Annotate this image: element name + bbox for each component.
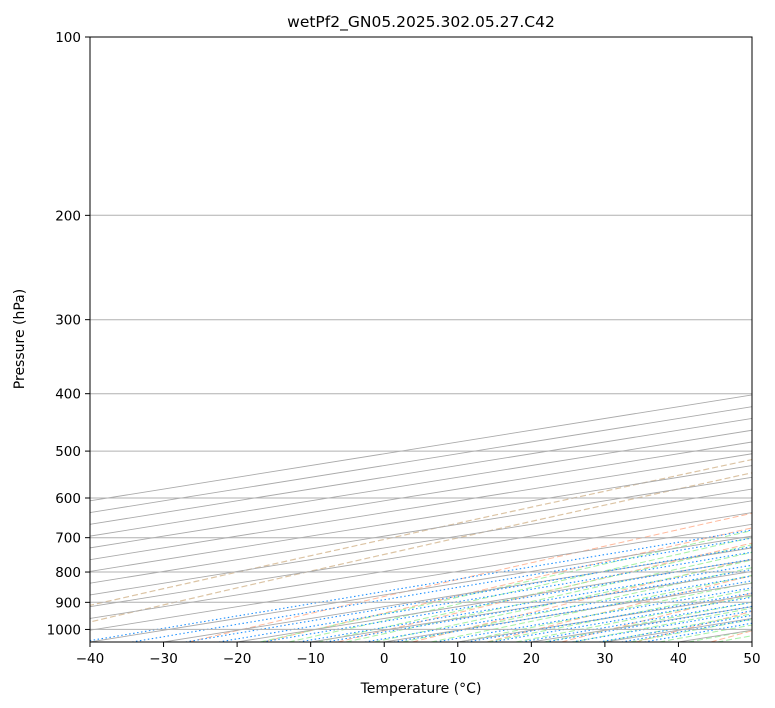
isotherm [90,476,752,584]
dry-adiabat [710,630,752,642]
moist-adiabat [374,559,752,642]
isotherm [90,441,752,549]
isotherm [90,453,752,561]
moist-adiabat [402,567,752,642]
y-tick-label: 500 [55,444,81,460]
y-tick-label: 700 [55,531,81,547]
theta-line [90,472,752,623]
x-tick-label: −40 [76,651,105,667]
x-tick-label: −30 [149,651,178,667]
x-tick-label: 10 [449,651,466,667]
x-tick-label: 20 [523,651,540,667]
isotherm [163,547,752,642]
dry-adiabat [486,575,752,642]
isotherm [90,535,752,642]
x-tick-label: 50 [743,651,760,667]
isotherm [90,488,752,596]
moist-adiabat [430,574,752,642]
plot-frame [89,36,753,643]
axes: −40 −30 −20 −10 0 10 20 30 40 50 100 200 300 400 500 60… [47,30,761,667]
isotherm [90,500,752,608]
moist-adiabat [259,530,752,642]
mixing-ratio-line [218,551,752,642]
mixing-ratio-line [131,537,752,642]
isotherm [90,523,752,631]
x-tick-label: −20 [223,651,252,667]
x-tick-label: 40 [670,651,687,667]
pressure-gridlines [90,37,752,630]
x-tick-label: −10 [296,651,325,667]
isotherm [237,559,752,642]
mixing-ratio-line [325,569,752,642]
y-tick-label: 200 [55,208,81,224]
isotherm [531,606,752,642]
moist-adiabat [345,551,752,642]
x-tick-label: 30 [596,651,613,667]
series-layer [754,37,775,552]
mixing-ratio-line [298,564,752,642]
dry-adiabat [263,527,752,642]
moist-adiabat [630,618,752,642]
mixing-ratio-line [466,592,752,642]
x-axis-label: Temperature (°C) [360,681,482,697]
isotherm [90,512,752,619]
y-tick-label: 1000 [47,622,81,638]
y-tick-label: 400 [55,387,81,403]
moist-adiabat [317,544,752,642]
y-axis-label: Pressure (hPa) [12,289,28,389]
y-tick-label: 100 [55,30,81,46]
moist-adiabat [544,601,752,642]
y-tick-label: 900 [55,595,81,611]
y-tick-label: 300 [55,313,81,329]
chart-title: wetPf2_GN05.2025.302.05.27.C42 [287,13,555,32]
y-tick-label: 800 [55,565,81,581]
isotherm [310,570,752,642]
isotherm [90,465,752,572]
isotherm [604,618,752,642]
mixing-ratio-line [599,614,752,642]
dry-adiabat [561,592,752,642]
moist-adiabat [717,635,752,642]
dry-adiabat [188,512,752,642]
y-tick-label: 600 [55,491,81,507]
moist-adiabat [459,581,752,642]
moist-adiabat [515,595,752,642]
dry-adiabat [412,558,752,642]
x-tick-label: 0 [380,651,389,667]
reference-lines [90,394,752,642]
moist-adiabat [487,588,752,642]
mixing-ratio-line [262,558,752,642]
dry-adiabat [337,542,752,642]
isotherm [751,641,752,642]
dewpoint-line [754,37,775,552]
